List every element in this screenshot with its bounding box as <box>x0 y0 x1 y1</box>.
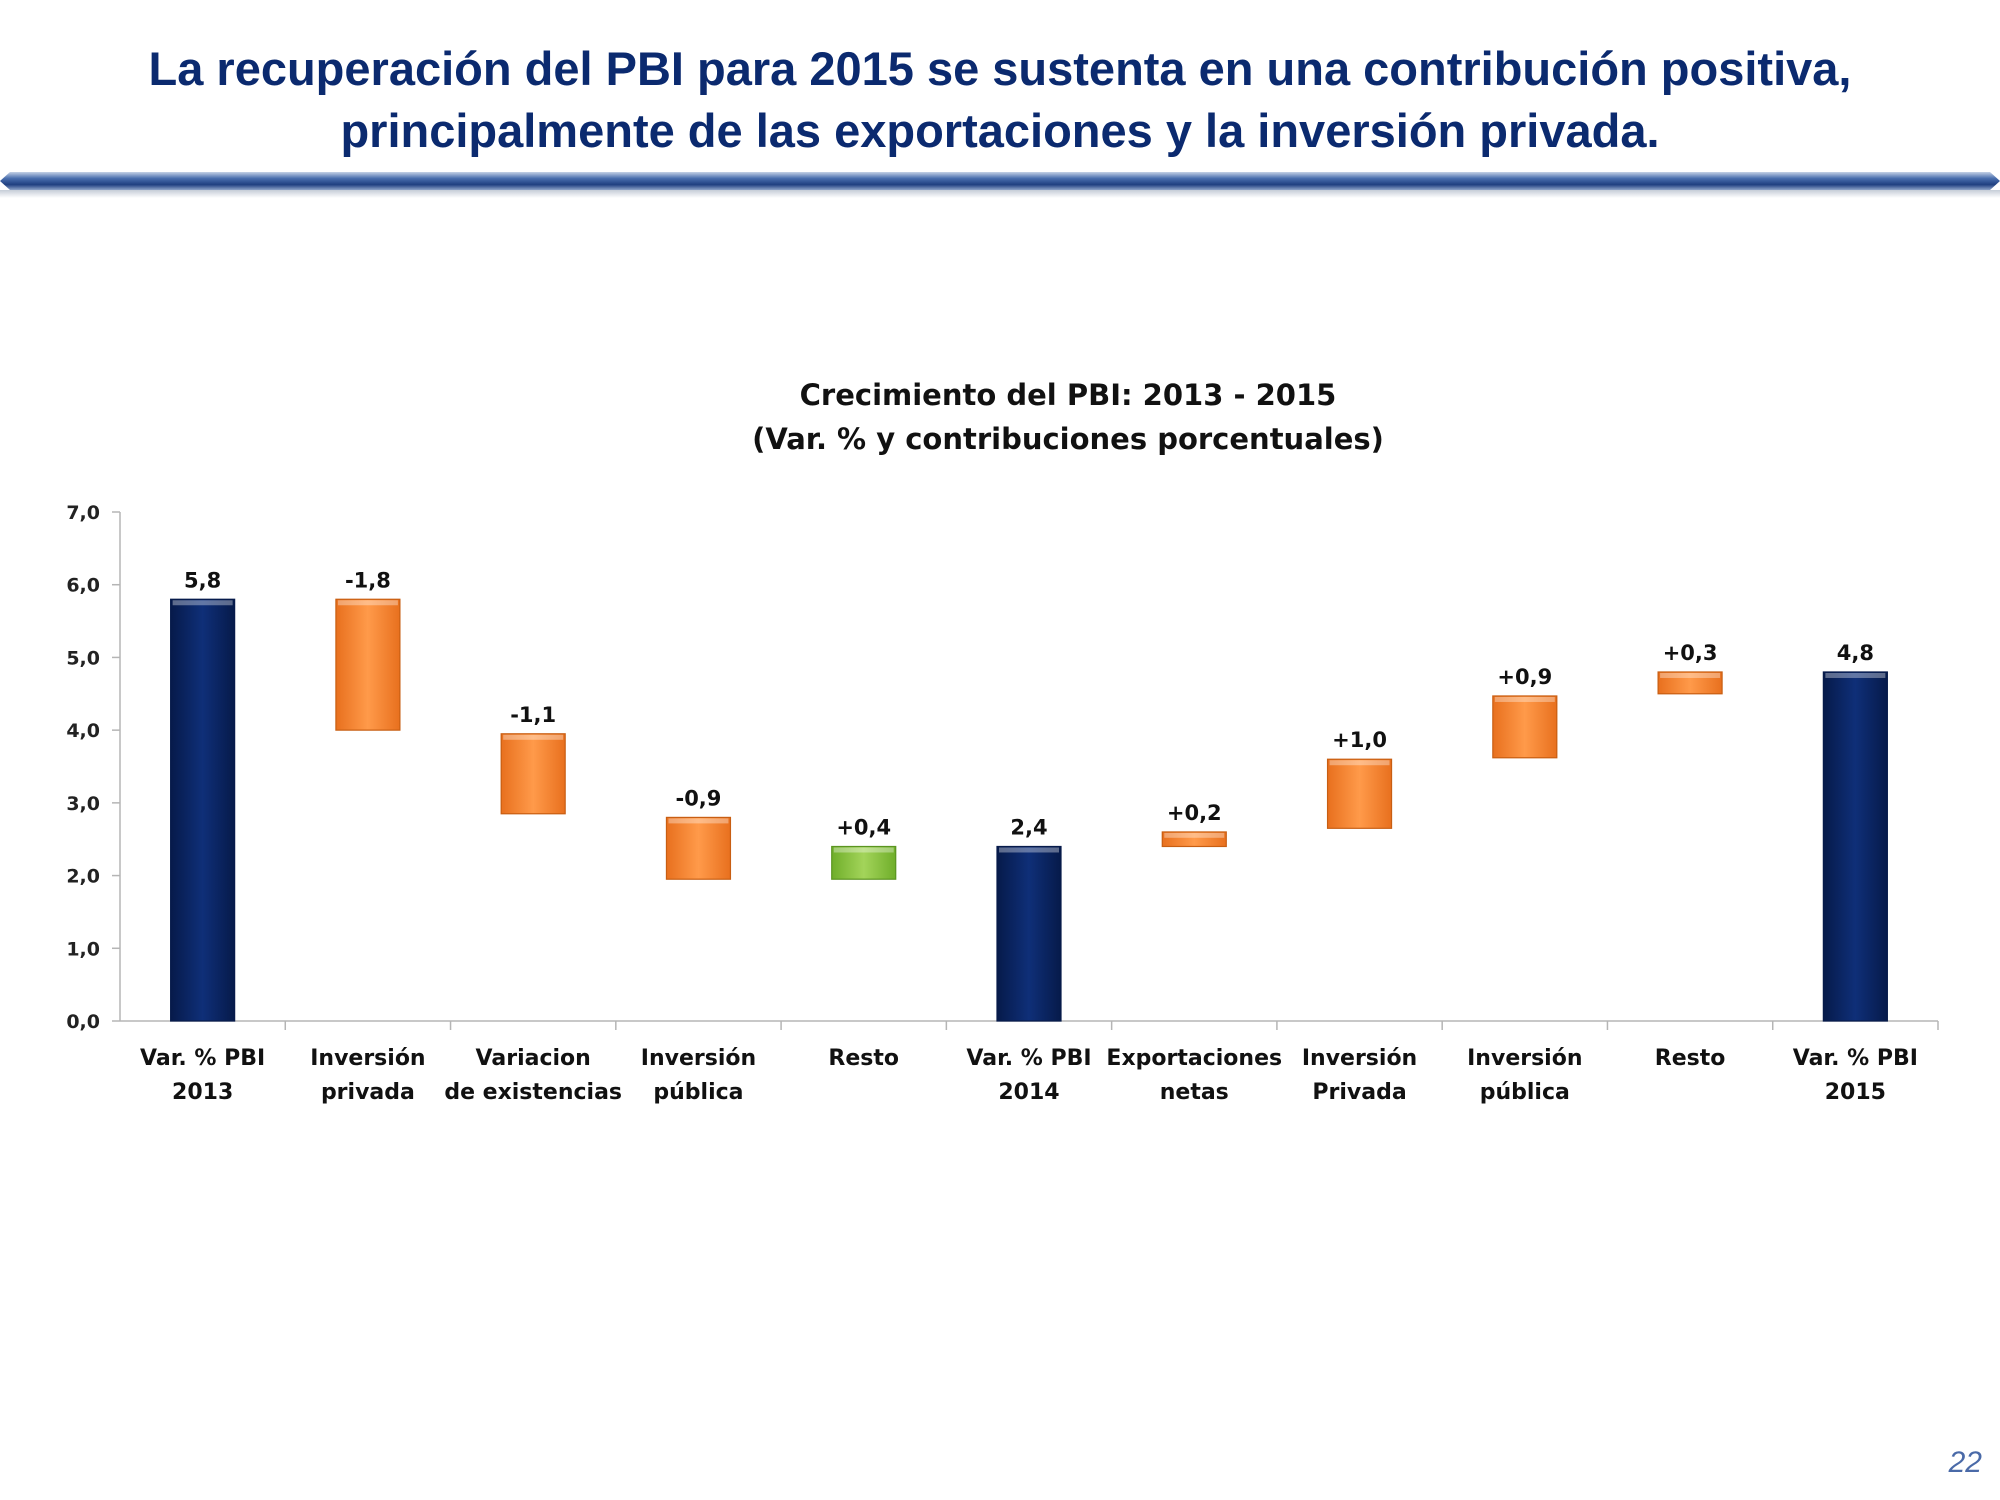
bar-highlight <box>337 600 398 606</box>
slide-title-line-2: principalmente de las exportaciones y la… <box>340 104 1660 157</box>
y-tick-label: 6,0 <box>66 575 100 597</box>
bar-labels: 5,8 -1,8 -1,1 -0,9 +0,4 2,4 +0,2 +1,0 +0,9 +0,3 4,… <box>184 568 1874 839</box>
bar-highlight <box>1164 832 1225 838</box>
category-label: privada <box>321 1080 415 1105</box>
bar <box>500 733 566 815</box>
bar <box>1657 671 1723 695</box>
category-label: Inversión <box>641 1046 756 1071</box>
category-label: 2015 <box>1825 1080 1886 1105</box>
bar <box>665 816 732 880</box>
bar <box>996 845 1062 1022</box>
category-label: Variacion <box>476 1046 591 1071</box>
bar-value-label: -0,9 <box>675 786 721 810</box>
page-number: 22 <box>1948 1446 1982 1479</box>
bar-value-label: +0,9 <box>1497 665 1552 689</box>
category-label: Inversión <box>310 1046 425 1071</box>
y-tick-label: 2,0 <box>66 866 100 888</box>
bar-value-label: +0,2 <box>1167 801 1222 825</box>
bar-highlight <box>1494 696 1555 702</box>
bar-value-label: 5,8 <box>184 568 221 592</box>
category-label: pública <box>1480 1080 1570 1105</box>
y-tick-label: 7,0 <box>66 502 100 524</box>
bar <box>335 598 401 731</box>
bar-value-label: +0,4 <box>836 815 891 839</box>
bar-highlight <box>1329 760 1390 766</box>
bar-value-label: -1,8 <box>345 568 391 592</box>
category-label: Inversión <box>1467 1046 1582 1071</box>
category-label: Resto <box>828 1046 899 1071</box>
category-label: Var. % PBI <box>1793 1046 1918 1071</box>
bars <box>170 598 1888 1022</box>
slide-title-line-1: La recuperación del PBI para 2015 se sus… <box>148 42 1852 95</box>
category-label: Var. % PBI <box>140 1046 265 1071</box>
bar <box>1492 695 1558 759</box>
bar <box>1161 831 1227 848</box>
title-divider <box>0 172 2000 190</box>
y-tick-label: 0,0 <box>66 1011 100 1033</box>
y-tick-label: 1,0 <box>66 938 100 960</box>
category-label: Inversión <box>1302 1046 1417 1071</box>
slide-title: La recuperación del PBI para 2015 se sus… <box>40 38 1960 162</box>
x-axis <box>120 1020 1939 1030</box>
category-label: pública <box>653 1080 743 1105</box>
bar <box>170 598 236 1022</box>
category-label: Exportaciones <box>1106 1046 1282 1071</box>
y-tick-label: 4,0 <box>66 720 100 742</box>
bar <box>1326 758 1393 829</box>
category-label: 2014 <box>998 1080 1059 1105</box>
bar-value-label: 4,8 <box>1837 641 1874 665</box>
category-label: Resto <box>1655 1046 1726 1071</box>
bar <box>1822 671 1888 1022</box>
y-tick-label: 3,0 <box>66 793 100 815</box>
bar-highlight <box>833 847 894 853</box>
bar-highlight <box>668 818 729 824</box>
bar-value-label: 2,4 <box>1010 815 1047 839</box>
chart-title: Crecimiento del PBI: 2013 - 2015 <box>800 378 1337 412</box>
bar-highlight <box>999 847 1059 853</box>
bar-highlight <box>1660 672 1721 678</box>
category-label: netas <box>1160 1080 1229 1105</box>
bar-value-label: +0,3 <box>1663 641 1718 665</box>
bar-highlight <box>503 734 564 740</box>
bar-value-label: -1,1 <box>510 703 556 727</box>
bar <box>831 845 897 880</box>
y-tick-label: 5,0 <box>66 647 100 669</box>
category-label: Privada <box>1312 1080 1406 1105</box>
bar-value-label: +1,0 <box>1332 728 1387 752</box>
category-label: de existencias <box>444 1080 622 1105</box>
category-labels: Var. % PBI 2013 Inversión privada Variacion d… <box>140 1046 1918 1105</box>
category-label: Var. % PBI <box>966 1046 1091 1071</box>
chart-subtitle: (Var. % y contribuciones porcentuales) <box>752 422 1384 456</box>
category-label: 2013 <box>172 1080 233 1105</box>
y-axis: 0,0 1,0 2,0 3,0 4,0 5,0 6,0 7,0 <box>66 502 121 1033</box>
bar-highlight <box>172 600 233 606</box>
bar-highlight <box>1825 672 1886 678</box>
title-divider-shadow <box>0 190 2000 198</box>
